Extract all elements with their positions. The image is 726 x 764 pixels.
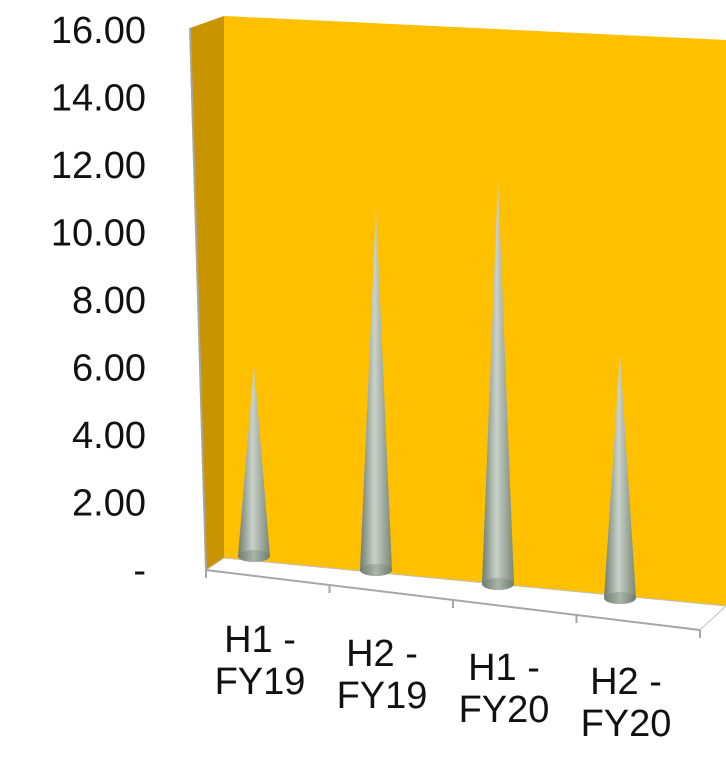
cone-base bbox=[360, 564, 392, 576]
y-tick-label: 10.00 bbox=[51, 213, 146, 255]
x-category-label: H1 - bbox=[468, 647, 540, 689]
cone-bar bbox=[360, 208, 392, 576]
y-tick-label: 2.00 bbox=[72, 483, 146, 525]
y-tick-label: 12.00 bbox=[51, 145, 146, 187]
side-wall bbox=[190, 16, 224, 570]
cone-base bbox=[238, 550, 270, 562]
x-category-label: FY20 bbox=[459, 689, 550, 731]
cones bbox=[238, 179, 636, 604]
cone-bar bbox=[604, 353, 636, 604]
x-category-label: H2 - bbox=[346, 633, 418, 675]
x-axis-ticks bbox=[205, 570, 701, 638]
x-category-label: H2 - bbox=[590, 661, 662, 703]
y-tick-label: - bbox=[133, 550, 146, 592]
x-category-label: FY19 bbox=[215, 661, 306, 703]
y-axis-ticks: - 2.00 4.00 6.00 8.00 10.00 12.00 14.00 16.00 bbox=[51, 10, 146, 592]
x-category-label: H1 - bbox=[224, 619, 296, 661]
y-axis-line bbox=[189, 27, 207, 571]
y-tick-label: 4.00 bbox=[72, 415, 146, 457]
cone-base bbox=[482, 578, 514, 590]
cone-base bbox=[604, 592, 636, 604]
cone-bar bbox=[482, 179, 514, 590]
x-category-label: FY19 bbox=[337, 675, 428, 717]
back-wall bbox=[224, 16, 726, 606]
y-tick-label: 6.00 bbox=[72, 348, 146, 390]
y-tick-label: 8.00 bbox=[72, 280, 146, 322]
y-tick-label: 14.00 bbox=[51, 78, 146, 120]
cone-bar bbox=[238, 364, 270, 562]
x-category-label: FY20 bbox=[581, 703, 672, 745]
y-tick-label: 16.00 bbox=[51, 10, 146, 52]
